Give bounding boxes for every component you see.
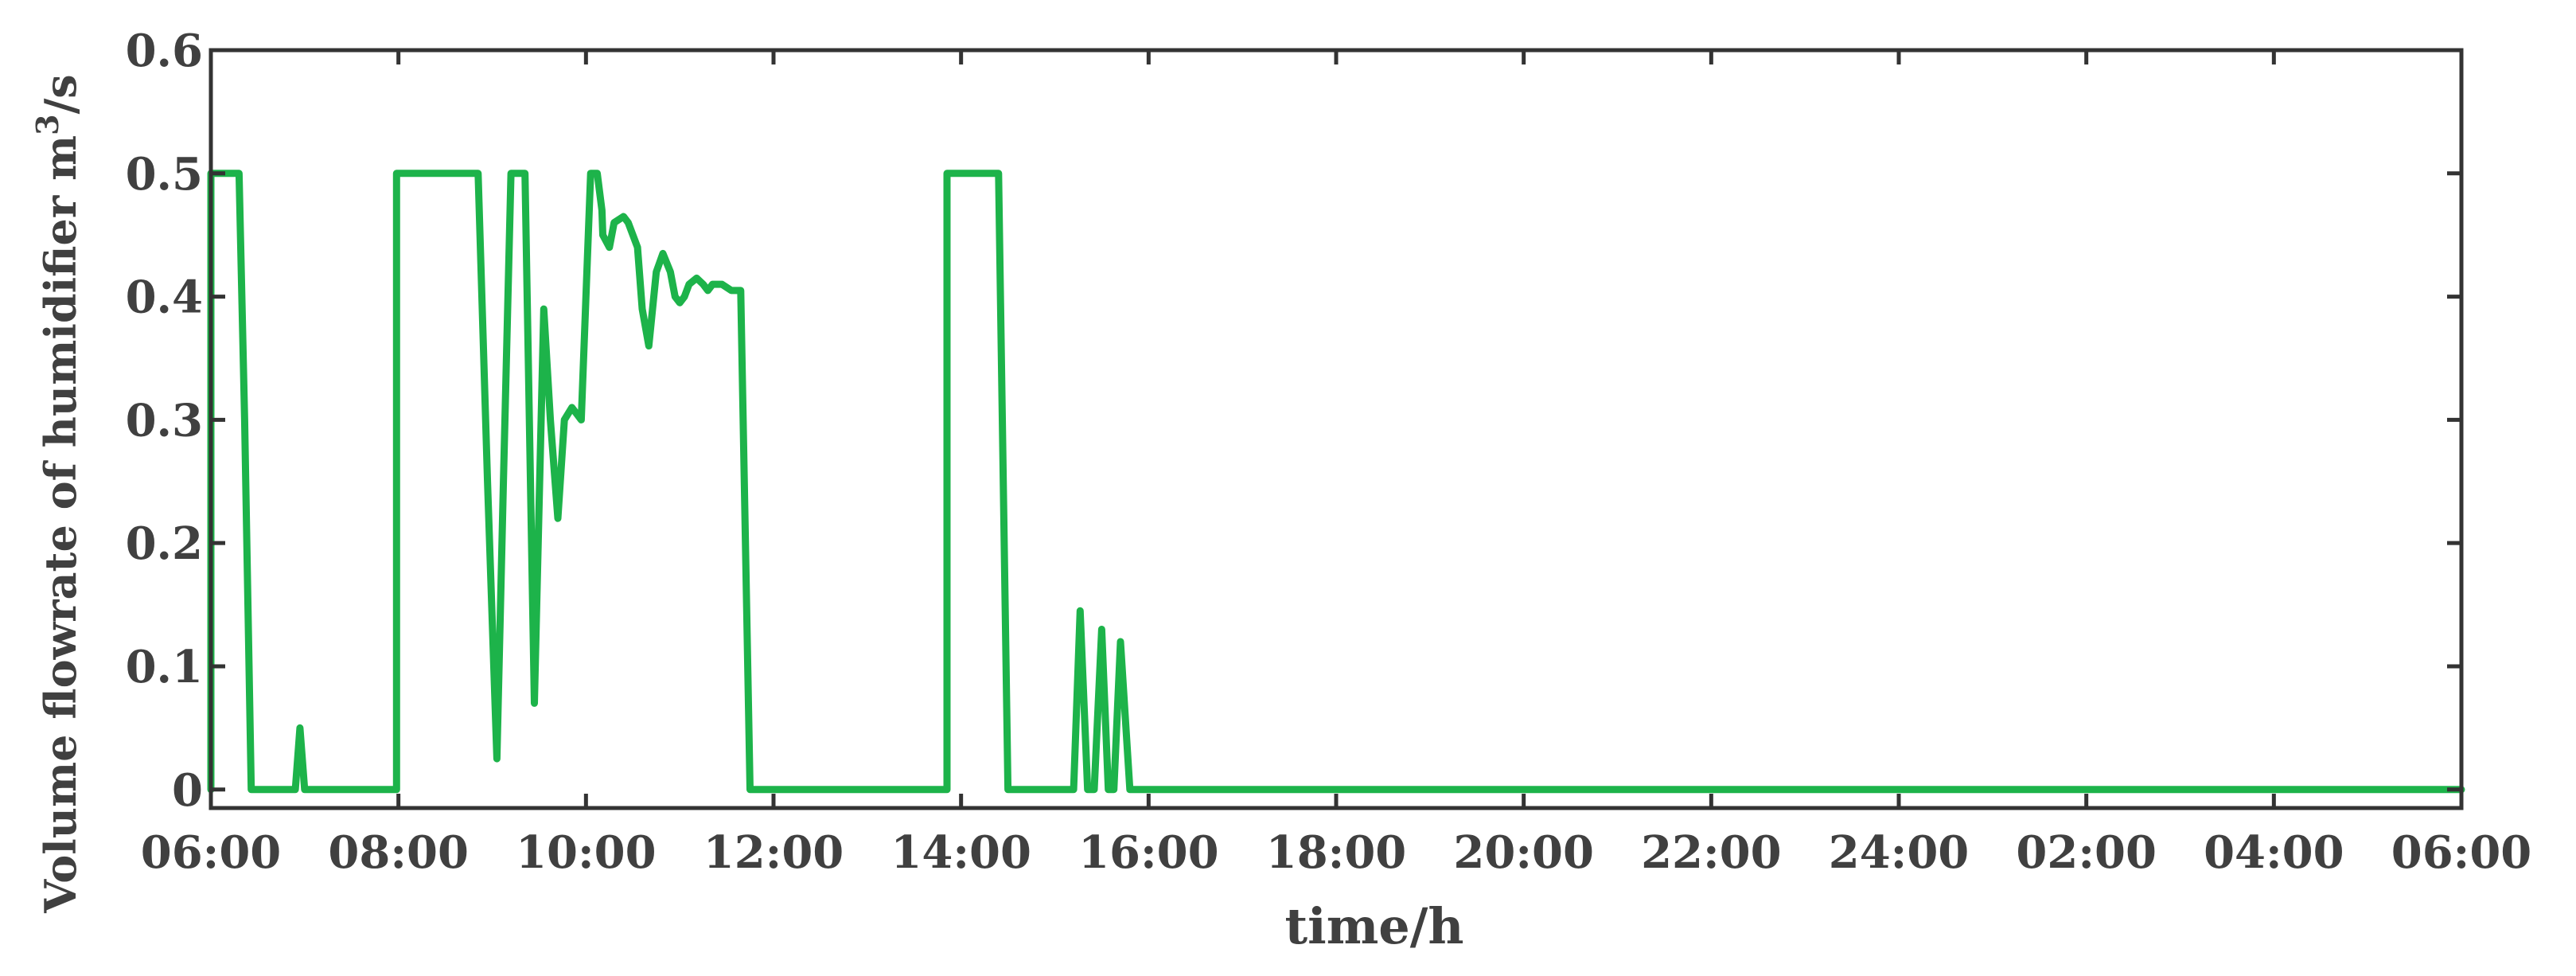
axis-layer: 06:00 08:00 10:00 12:00 14:00 16:00 18:00 20:00… bbox=[126, 25, 2532, 879]
y-tick-label: 0.3 bbox=[126, 394, 203, 447]
y-tick-label: 0.1 bbox=[126, 641, 203, 693]
y-tick-label: 0.5 bbox=[126, 148, 203, 201]
x-axis-label: time/h bbox=[1285, 897, 1464, 955]
x-tick-label: 22:00 bbox=[1641, 826, 1782, 879]
plot-layer bbox=[207, 170, 2465, 794]
x-tick-label: 12:00 bbox=[703, 826, 844, 879]
y-tick-label: 0.4 bbox=[126, 271, 203, 324]
x-tick-label: 04:00 bbox=[2204, 826, 2344, 879]
x-tick-label: 14:00 bbox=[890, 826, 1031, 879]
x-tick-label: 02:00 bbox=[2016, 826, 2157, 879]
series-line-0 bbox=[207, 170, 2465, 794]
y-axis-label-suffix: /s bbox=[35, 74, 86, 114]
x-tick-label: 10:00 bbox=[516, 826, 657, 879]
x-tick-label: 16:00 bbox=[1078, 826, 1219, 879]
y-axis-label-prefix: Volume flowrate of humidifier m bbox=[35, 135, 86, 914]
x-tick-label: 06:00 bbox=[141, 826, 282, 879]
x-tick-label: 08:00 bbox=[328, 826, 469, 879]
y-tick-label: 0.6 bbox=[126, 25, 203, 77]
y-axis-label: Volume flowrate of humidifier m3/s bbox=[29, 74, 86, 913]
y-tick-label: 0 bbox=[172, 764, 203, 817]
x-tick-label: 06:00 bbox=[2391, 826, 2532, 879]
y-tick-label: 0.2 bbox=[126, 517, 203, 570]
x-tick-label: 18:00 bbox=[1266, 826, 1407, 879]
x-tick-label: 20:00 bbox=[1453, 826, 1594, 879]
x-tick-label: 24:00 bbox=[1829, 826, 1970, 879]
y-axis-label-exponent: 3 bbox=[29, 114, 65, 135]
